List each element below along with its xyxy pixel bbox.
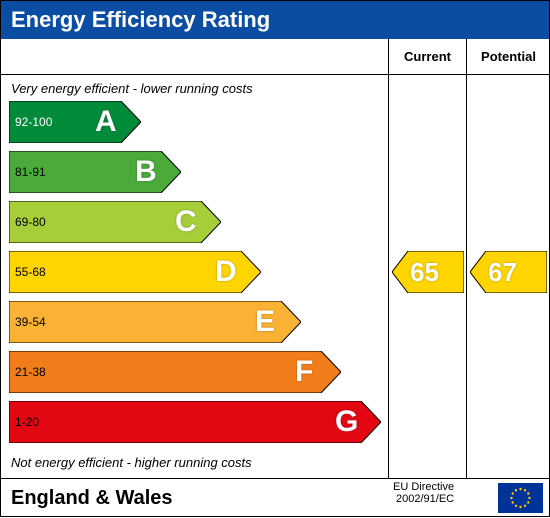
band-letter-B: B [135, 155, 157, 189]
band-range-C: 69-80 [15, 215, 46, 229]
footer: England & Wales EU Directive 2002/91/EC [1, 479, 549, 517]
potential-pointer: 67 [470, 251, 547, 293]
current-pointer: 65 [392, 251, 464, 293]
band-A: 92-100 A [1, 101, 388, 143]
directive-line1: EU Directive [393, 481, 454, 493]
band-letter-C: C [175, 205, 197, 239]
band-letter-A: A [95, 105, 117, 139]
band-bar-G [9, 401, 381, 443]
header-bar: Energy Efficiency Rating [1, 1, 549, 39]
current-pointer-value: 65 [410, 251, 439, 293]
eu-flag [498, 483, 543, 513]
band-C: 69-80 C [1, 201, 388, 243]
band-range-D: 55-68 [15, 265, 46, 279]
footer-directive: EU Directive 2002/91/EC [393, 481, 454, 505]
caption-top: Very energy efficient - lower running co… [11, 81, 253, 96]
band-B: 81-91 B [1, 151, 388, 193]
band-letter-D: D [215, 255, 237, 289]
footer-region: England & Wales [1, 487, 389, 510]
main-grid: Very energy efficient - lower running co… [1, 39, 549, 479]
chart-column: Very energy efficient - lower running co… [1, 39, 389, 478]
band-range-F: 21-38 [15, 365, 46, 379]
band-range-B: 81-91 [15, 165, 46, 179]
chart-column-head [1, 39, 388, 75]
band-letter-G: G [335, 405, 358, 439]
title: Energy Efficiency Rating [11, 7, 270, 33]
band-range-A: 92-100 [15, 115, 52, 129]
caption-bottom: Not energy efficient - higher running co… [11, 455, 252, 470]
bands-area: 92-100 A 81-91 B 69-80 C [1, 101, 388, 443]
band-F: 21-38 F [1, 351, 388, 393]
potential-pointer-value: 67 [488, 251, 517, 293]
band-E: 39-54 E [1, 301, 388, 343]
current-column-head: Current [389, 39, 466, 75]
directive-line2: 2002/91/EC [393, 493, 454, 505]
band-range-E: 39-54 [15, 315, 46, 329]
potential-column-head: Potential [467, 39, 550, 75]
band-G: 1-20 G [1, 401, 388, 443]
epc-container: Energy Efficiency Rating Very energy eff… [0, 0, 550, 517]
band-D: 55-68 D [1, 251, 388, 293]
band-letter-E: E [255, 305, 275, 339]
band-letter-F: F [295, 355, 313, 389]
band-range-G: 1-20 [15, 415, 39, 429]
band-bar-F [9, 351, 341, 393]
